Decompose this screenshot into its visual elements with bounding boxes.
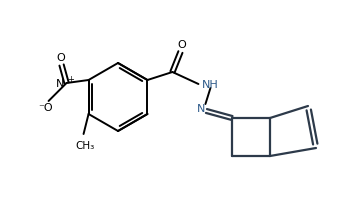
- Text: NH: NH: [201, 80, 218, 90]
- Text: N: N: [197, 104, 206, 114]
- Text: N: N: [56, 79, 65, 89]
- Text: +: +: [68, 74, 75, 84]
- Text: CH₃: CH₃: [75, 141, 94, 151]
- Text: ⁻O: ⁻O: [38, 103, 53, 113]
- Text: O: O: [177, 40, 186, 50]
- Text: O: O: [56, 53, 65, 63]
